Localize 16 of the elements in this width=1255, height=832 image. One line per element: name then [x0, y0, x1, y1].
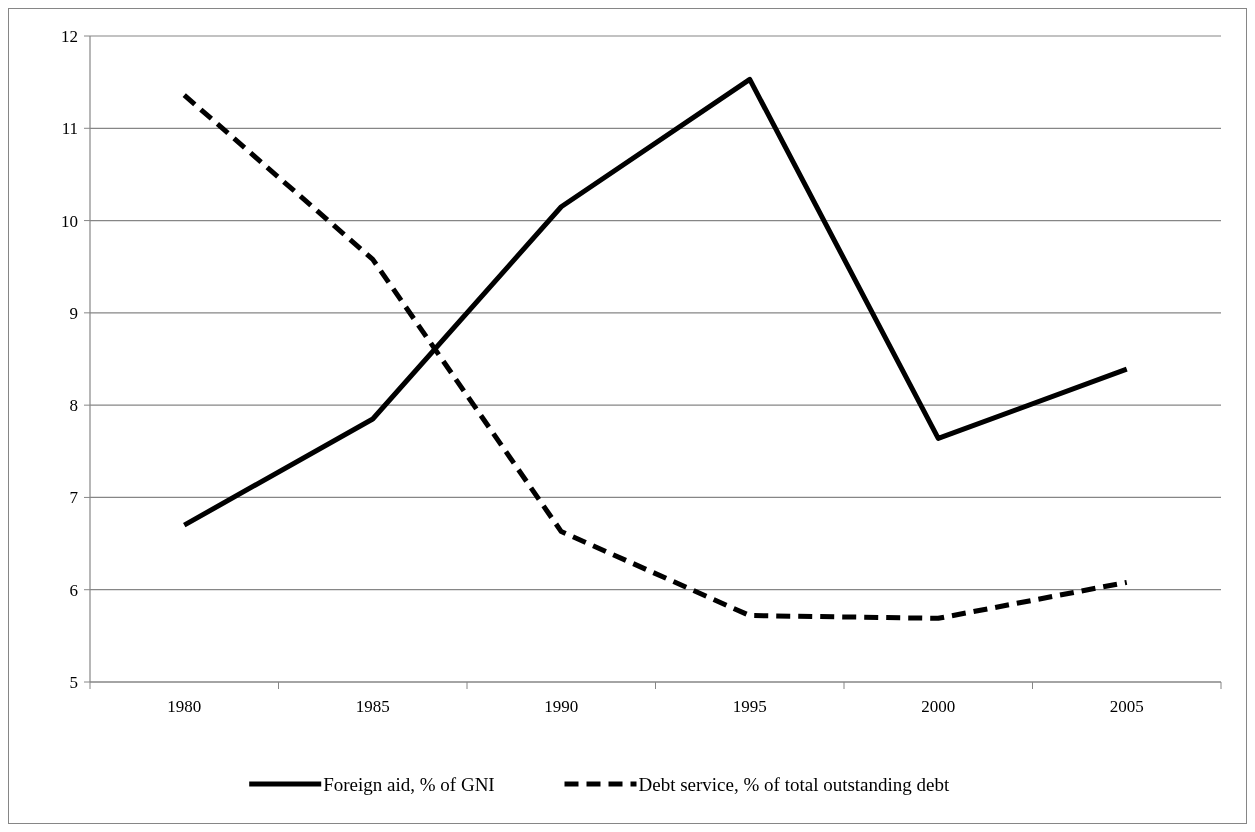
y-tick-label: 12 [61, 26, 78, 46]
legend-label: Debt service, % of total outstanding debt [638, 773, 950, 795]
x-tick-label: 1990 [544, 697, 579, 716]
y-tick-label: 7 [69, 488, 79, 508]
x-tick-label: 1995 [732, 697, 767, 716]
y-tick-label: 10 [61, 211, 78, 231]
x-tick-label: 2005 [1109, 697, 1144, 716]
y-tick-label: 9 [69, 303, 78, 323]
y-tick-label: 11 [61, 119, 78, 139]
y-tick-label: 6 [69, 580, 78, 600]
x-tick-label: 1980 [167, 697, 202, 716]
y-tick-label: 8 [69, 396, 78, 416]
x-tick-label: 1985 [355, 697, 390, 716]
x-tick-label: 2000 [921, 697, 956, 716]
legend-label: Foreign aid, % of GNI [323, 773, 495, 795]
y-tick-label: 5 [69, 672, 78, 692]
